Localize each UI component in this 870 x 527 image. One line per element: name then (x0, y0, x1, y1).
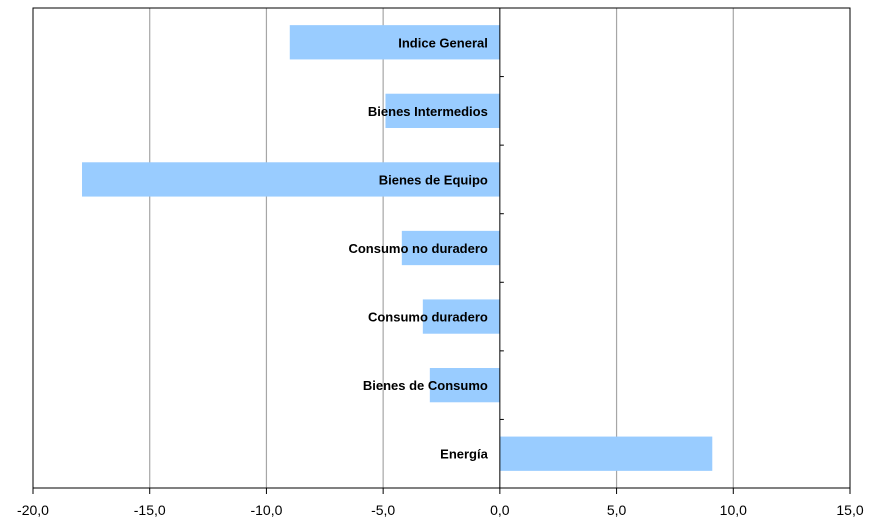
gridlines (149, 8, 734, 488)
x-tick-label: 0,0 (490, 502, 510, 518)
x-tick-label: -10,0 (250, 502, 282, 518)
bar (429, 368, 500, 403)
x-tick-label: 10,0 (720, 502, 747, 518)
x-tick-label: -20,0 (17, 502, 49, 518)
axes (32, 8, 851, 494)
category-label: Bienes de Equipo (379, 172, 488, 187)
plot-area-frame (32, 7, 851, 489)
category-label: Bienes Intermedios (368, 104, 488, 119)
category-label: Energía (440, 447, 488, 462)
category-label: Indice General (398, 35, 488, 50)
x-tick-labels: -20,0 -15,0 -10,0 -5,0 0,0 5,0 10,0 15,0 (17, 502, 864, 518)
bar (289, 25, 500, 60)
bar (499, 436, 713, 471)
x-tick-label: -5,0 (371, 502, 395, 518)
bar (422, 299, 500, 334)
category-labels: Indice General Bienes Intermedios Bienes d… (348, 35, 488, 461)
x-tick-label: 15,0 (836, 502, 863, 518)
category-label: Bienes de Consumo (363, 378, 488, 393)
x-tick-label: 5,0 (607, 502, 627, 518)
bar (385, 93, 500, 128)
x-tick-label: -15,0 (134, 502, 166, 518)
category-label: Consumo duradero (368, 310, 488, 325)
category-label: Consumo no duradero (348, 241, 487, 256)
bar (82, 162, 500, 197)
bar (401, 230, 500, 266)
bars (82, 25, 713, 471)
